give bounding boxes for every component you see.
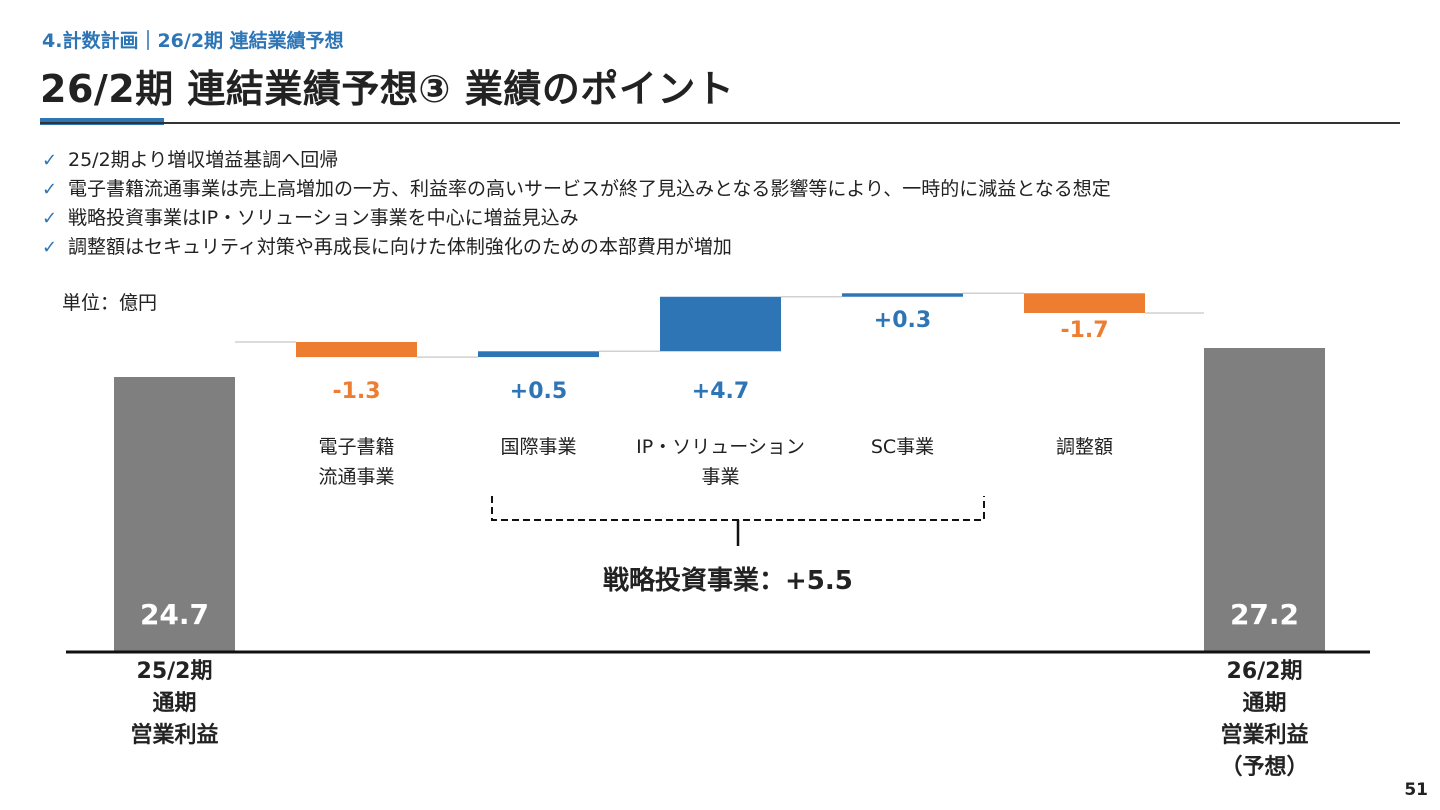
step-value-label: -1.3	[332, 379, 380, 404]
category-label-step: SC事業	[870, 436, 935, 458]
bullet-item: ✓ 戦略投資事業はIP・ソリューション事業を中心に増益見込み	[42, 204, 1111, 233]
bullet-item: ✓ 25/2期より増収増益基調へ回帰	[42, 146, 1111, 175]
category-label-step: 電子書籍 流通事業	[318, 436, 395, 488]
category-label-start: 25/2期 通期 営業利益	[130, 659, 219, 748]
step-bar	[660, 296, 781, 352]
page-title: 26/2期 連結業績予想③ 業績のポイント	[40, 67, 735, 111]
page-number: 51	[1404, 780, 1428, 800]
category-label-end: 26/2期 通期 営業利益 （予想）	[1220, 659, 1309, 780]
strategic-summary: 戦略投資事業：+5.5	[603, 566, 853, 596]
step-value-label: +0.3	[874, 308, 931, 333]
bullet-text: 25/2期より増収増益基調へ回帰	[68, 149, 339, 171]
bullet-item: ✓ 調整額はセキュリティ対策や再成長に向けた体制強化のための本部費用が増加	[42, 233, 1111, 262]
total-bar-start	[114, 377, 235, 652]
category-label-step: 国際事業	[500, 436, 577, 458]
strategic-bracket	[491, 496, 985, 521]
unit-label: 単位：億円	[62, 292, 158, 314]
category-label-step: IP・ソリューション 事業	[636, 436, 805, 488]
step-bar	[296, 342, 417, 358]
breadcrumb: 4.計数計画｜26/2期 連結業績予想	[42, 30, 344, 52]
category-label-step: 調整額	[1055, 436, 1113, 458]
total-bar-end	[1204, 348, 1325, 652]
check-icon: ✓	[42, 237, 58, 258]
check-icon: ✓	[42, 150, 58, 171]
bullet-text: 調整額はセキュリティ対策や再成長に向けた体制強化のための本部費用が増加	[68, 236, 732, 258]
total-value-label-end: 27.2	[1230, 598, 1299, 631]
check-icon: ✓	[42, 179, 58, 200]
title-divider	[40, 122, 1400, 124]
bullet-text: 電子書籍流通事業は売上高増加の一方、利益率の高いサービスが終了見込みとなる影響等…	[68, 178, 1111, 200]
step-value-label: +4.7	[692, 379, 749, 404]
step-value-label: -1.7	[1060, 318, 1108, 343]
step-value-label: +0.5	[510, 379, 567, 404]
check-icon: ✓	[42, 208, 58, 229]
step-bar	[478, 351, 599, 358]
bullet-text: 戦略投資事業はIP・ソリューション事業を中心に増益見込み	[68, 207, 579, 229]
step-bar	[842, 293, 963, 297]
bullet-item: ✓ 電子書籍流通事業は売上高増加の一方、利益率の高いサービスが終了見込みとなる影響…	[42, 175, 1111, 204]
total-value-label-start: 24.7	[140, 598, 209, 631]
bullet-list: ✓ 25/2期より増収増益基調へ回帰 ✓ 電子書籍流通事業は売上高増加の一方、利益率…	[42, 146, 1111, 262]
title-accent-bar	[40, 118, 164, 125]
step-bar	[1024, 293, 1145, 313]
